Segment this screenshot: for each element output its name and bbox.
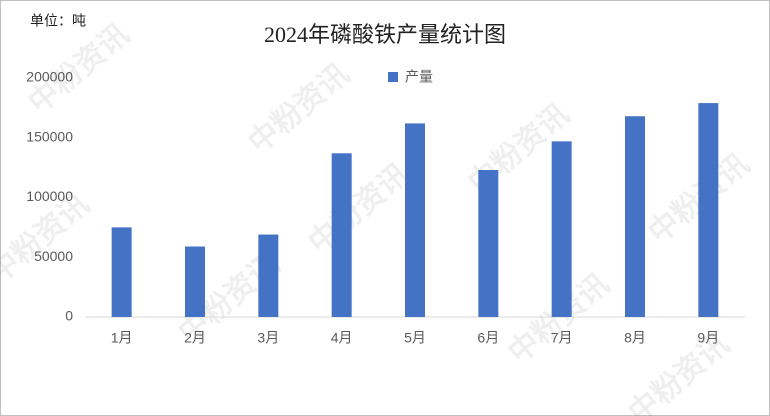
y-tick-label: 200000 [26, 69, 73, 85]
bar [185, 246, 205, 317]
bar [331, 153, 352, 317]
x-tick-label: 7月 [551, 330, 573, 346]
y-tick-label: 0 [65, 308, 73, 324]
legend-label: 产量 [405, 69, 433, 85]
bar [625, 116, 645, 318]
bar [258, 234, 279, 317]
unit-label: 单位：吨 [30, 13, 86, 29]
x-tick-label: 6月 [477, 330, 499, 346]
chart-title: 2024年磷酸铁产量统计图 [264, 22, 506, 47]
bar [698, 103, 719, 317]
bar [551, 141, 572, 317]
x-tick-label: 5月 [404, 330, 426, 346]
legend-swatch [388, 72, 398, 82]
x-tick-label: 8月 [624, 330, 646, 346]
bar [111, 227, 132, 317]
x-tick-label: 1月 [111, 330, 133, 346]
y-tick-label: 100000 [26, 188, 73, 204]
y-tick-label: 50000 [34, 248, 73, 264]
bar [405, 123, 425, 317]
bar [478, 170, 499, 317]
x-tick-label: 4月 [331, 330, 353, 346]
x-tick-label: 2月 [184, 330, 206, 346]
y-tick-label: 150000 [26, 128, 73, 144]
x-tick-label: 9月 [697, 330, 719, 346]
x-tick-label: 3月 [257, 330, 279, 346]
